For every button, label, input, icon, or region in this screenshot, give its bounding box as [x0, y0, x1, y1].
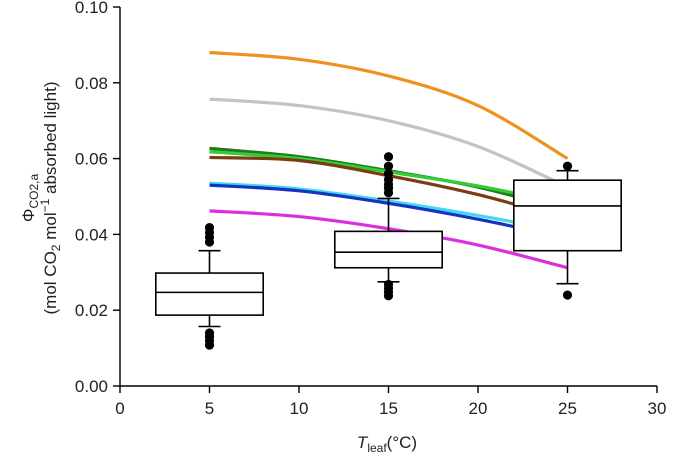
- y-axis-title: ΦCO2,a (mol CO2 mol−1 absorbed light): [19, 82, 63, 315]
- x-tick-label: 0: [115, 399, 124, 418]
- x-tick-label: 15: [379, 399, 398, 418]
- outlier-point: [562, 290, 573, 300]
- outlier-point: [562, 161, 573, 171]
- y-axis-unit-a: (mol CO: [41, 251, 60, 314]
- x-tick-label: 5: [205, 399, 214, 418]
- x-axis-unit: (°C): [387, 433, 417, 452]
- y-tick-label: 0.04: [75, 225, 108, 244]
- y-tick-label: 0.06: [75, 150, 108, 169]
- y-tick-label: 0.08: [75, 74, 108, 93]
- outlier-point: [383, 152, 394, 162]
- boxplots: [155, 152, 622, 350]
- y-axis-subscript: CO2,a: [27, 174, 41, 209]
- x-tick-label: 20: [469, 399, 488, 418]
- x-axis-title: Tleaf(°C): [357, 433, 417, 455]
- boxplot-25: [512, 161, 622, 300]
- outlier-point: [383, 161, 394, 171]
- y-axis-unit-sup: −1: [38, 198, 52, 212]
- boxplot-15: [333, 152, 443, 301]
- y-axis-unit-b: mol: [41, 212, 60, 244]
- y-axis-title-line2: (mol CO2 mol−1 absorbed light): [38, 82, 63, 315]
- x-tick-label: 30: [648, 399, 667, 418]
- box-iqr: [512, 179, 622, 252]
- y-tick-label: 0.02: [75, 301, 108, 320]
- box-iqr: [155, 272, 265, 316]
- tick-labels: 0 5 10 15 20 25 30 0.00 0.02 0.04 0.06 0.08 0.10: [75, 0, 667, 418]
- y-axis-unit-sub: 2: [49, 244, 63, 251]
- series-line-orange: [209, 50, 569, 160]
- y-tick-label: 0.10: [75, 0, 108, 17]
- x-axis-symbol: T: [357, 433, 369, 452]
- y-axis-unit-c: absorbed light): [41, 82, 60, 199]
- boxplot-5: [155, 222, 265, 350]
- outlier-point: [383, 279, 394, 290]
- series-line-gray: [209, 97, 569, 189]
- x-axis-subscript: leaf: [367, 441, 387, 455]
- outlier-point: [383, 169, 394, 179]
- axes: [113, 6, 658, 393]
- x-tick-label: 25: [558, 399, 577, 418]
- x-tick-label: 10: [290, 399, 309, 418]
- box-iqr: [333, 230, 443, 269]
- y-axis-title-line1: ΦCO2,a: [19, 174, 41, 223]
- y-axis-symbol: Φ: [19, 209, 38, 223]
- y-tick-label: 0.00: [75, 377, 108, 396]
- outlier-point: [204, 222, 215, 233]
- outlier-point: [204, 328, 215, 338]
